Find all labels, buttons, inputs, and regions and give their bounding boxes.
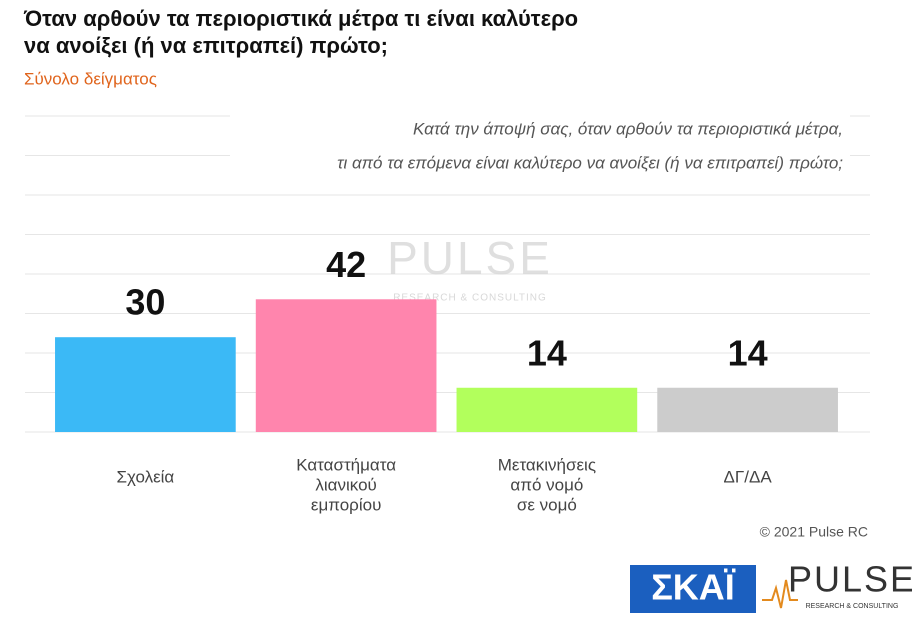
question: Κατά την άποψή σας, όταν αρθούν τα περιο… (413, 119, 843, 138)
x-tick-label: σε νομό (517, 495, 577, 514)
pulse-logo-sub: RESEARCH & CONSULTING (806, 603, 899, 610)
bar (657, 387, 838, 432)
copyright: © 2021 Pulse RC (760, 524, 868, 540)
skai-logo (630, 565, 756, 613)
pulse-logo-text: PULSE (788, 559, 912, 600)
x-tick-label: Μετακινήσεις (498, 455, 596, 474)
chart-title: Όταν αρθούν τα περιοριστικά μέτρα τι είν… (23, 6, 578, 31)
skai-logo-text: ΣΚΑΪ (651, 567, 736, 608)
chart-title: να ανοίξει (ή να επιτραπεί) πρώτο; (24, 33, 388, 58)
value-label: 42 (326, 244, 366, 285)
question: τι από τα επόμενα είναι καλύτερο να ανοί… (337, 153, 843, 172)
value-label: 30 (125, 282, 165, 323)
watermark: PULSE (387, 232, 553, 284)
x-tick-label: Σχολεία (116, 467, 174, 486)
pulse-logo-icon (762, 579, 798, 609)
value-label: 14 (527, 332, 567, 373)
bar (55, 337, 236, 432)
x-tick-label: ΔΓ/ΔΑ (724, 467, 773, 486)
x-tick-label: λιανικού (315, 475, 376, 494)
chart-subtitle: Σύνολο δείγματος (24, 69, 157, 88)
bar (255, 299, 437, 432)
question-backdrop (230, 112, 850, 184)
x-tick-label: εμπορίου (311, 495, 382, 514)
x-tick-label: Καταστήματα (296, 455, 396, 474)
value-label: 14 (728, 332, 768, 373)
bar (456, 387, 638, 432)
x-tick-label: από νομό (510, 475, 583, 494)
watermark: RESEARCH & CONSULTING (393, 293, 547, 304)
